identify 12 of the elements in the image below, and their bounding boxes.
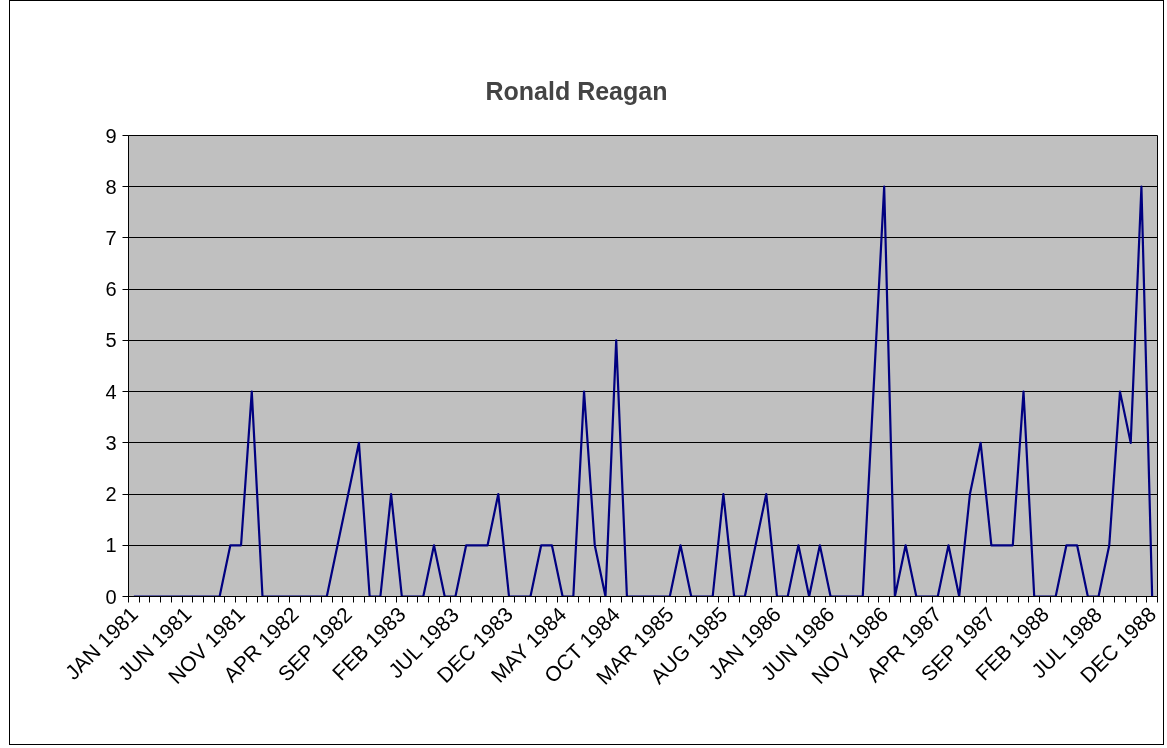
y-tick-label: 0 xyxy=(105,585,117,608)
y-tick-label: 3 xyxy=(105,431,117,454)
y-tick-label: 5 xyxy=(105,329,117,352)
y-tick-label: 2 xyxy=(105,483,117,506)
y-tick-label: 6 xyxy=(105,278,117,301)
y-tick-label: 9 xyxy=(105,124,117,147)
chart-title: Ronald Reagan xyxy=(485,76,668,105)
y-tick-label: 8 xyxy=(105,175,117,198)
line-series xyxy=(132,185,1154,597)
y-tick-label: 4 xyxy=(105,380,117,403)
y-tick-label: 1 xyxy=(105,534,117,557)
y-tick-label: 7 xyxy=(105,226,117,249)
